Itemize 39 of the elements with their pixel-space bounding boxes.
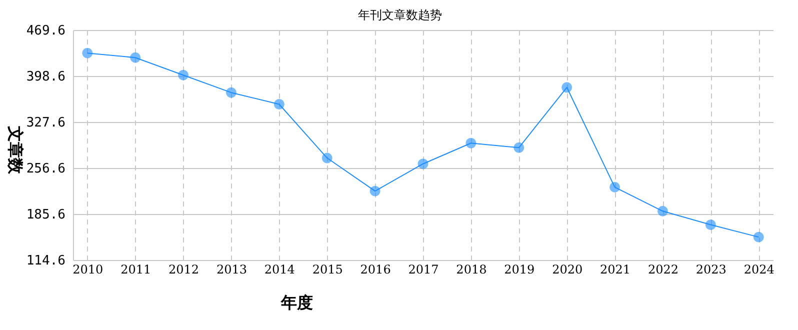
point bbox=[130, 52, 141, 63]
point bbox=[178, 70, 189, 80]
y-tick-label: 185.6 bbox=[26, 208, 66, 222]
x-tick-label: 2011 bbox=[120, 262, 152, 276]
x-tick-label: 2014 bbox=[264, 262, 296, 276]
x-tick-label: 2020 bbox=[552, 262, 583, 276]
point bbox=[753, 232, 764, 242]
point bbox=[562, 82, 572, 93]
x-tick-label: 2012 bbox=[168, 262, 200, 276]
y-tick-label: 469.6 bbox=[26, 24, 66, 38]
x-tick-label: 2018 bbox=[456, 262, 487, 276]
point bbox=[514, 142, 524, 153]
y-tick-label: 114.6 bbox=[26, 254, 66, 268]
y-axis-title: 文章数 bbox=[6, 125, 25, 175]
chart-title: 年刊文章数趋势 bbox=[358, 8, 442, 22]
point bbox=[705, 220, 716, 230]
x-tick-label: 2019 bbox=[504, 262, 535, 276]
x-tick-label: 2017 bbox=[408, 262, 439, 276]
point bbox=[466, 138, 476, 148]
x-tick-label: 2016 bbox=[360, 262, 391, 276]
x-tick-label: 2015 bbox=[312, 262, 343, 276]
x-tick-label: 2013 bbox=[216, 262, 247, 276]
x-tick-label: 2023 bbox=[696, 262, 726, 276]
point bbox=[274, 99, 284, 110]
x-tick-label: 2021 bbox=[600, 262, 631, 276]
point bbox=[418, 158, 428, 170]
point bbox=[322, 152, 332, 164]
x-axis-title: 年度 bbox=[280, 293, 313, 312]
x-tick-label: 2024 bbox=[744, 262, 775, 276]
point bbox=[226, 87, 236, 98]
y-tick-label: 327.6 bbox=[26, 116, 66, 130]
x-tick-label: 2022 bbox=[648, 262, 678, 276]
y-tick-label: 256.6 bbox=[26, 162, 66, 176]
x-tick-label: 2010 bbox=[72, 262, 104, 276]
y-tick-label: 398.6 bbox=[26, 70, 66, 84]
point bbox=[370, 186, 380, 196]
point bbox=[657, 206, 668, 216]
point bbox=[610, 182, 620, 192]
point bbox=[82, 48, 93, 58]
